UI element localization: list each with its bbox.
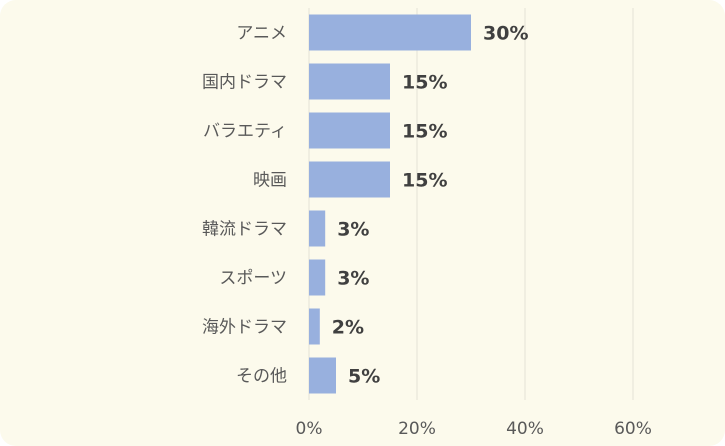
- data-label: 3%: [337, 219, 369, 241]
- data-label: 2%: [332, 317, 364, 339]
- bar: [309, 161, 390, 198]
- x-tick-label: 20%: [398, 419, 436, 439]
- x-tick-label: 40%: [506, 419, 544, 439]
- data-labels: 30% 15% 15% 15% 3% 3% 2% 5%: [332, 23, 529, 388]
- data-label: 30%: [483, 23, 528, 45]
- category-label: 海外ドラマ: [202, 318, 287, 338]
- x-axis-tick-labels: 0% 20% 40% 60%: [296, 419, 652, 439]
- bar: [309, 210, 326, 247]
- category-label: アニメ: [236, 24, 287, 44]
- category-label: 韓流ドラマ: [202, 220, 287, 240]
- data-label: 15%: [402, 121, 447, 143]
- bar: [309, 308, 320, 345]
- category-label: 国内ドラマ: [202, 73, 287, 93]
- category-label: スポーツ: [219, 269, 287, 289]
- bar: [309, 112, 390, 149]
- data-label: 15%: [402, 72, 447, 94]
- data-label: 5%: [348, 366, 380, 388]
- category-label: その他: [236, 367, 287, 387]
- bar: [309, 259, 326, 296]
- category-label: 映画: [253, 171, 287, 191]
- bar: [309, 14, 471, 51]
- category-label: バラエティ: [203, 122, 287, 142]
- bar: [309, 63, 390, 100]
- data-label: 3%: [337, 268, 369, 290]
- x-tick-label: 60%: [614, 419, 652, 439]
- x-tick-label: 0%: [296, 419, 323, 439]
- data-label: 15%: [402, 170, 447, 192]
- bars: [309, 14, 471, 394]
- bar: [309, 357, 336, 394]
